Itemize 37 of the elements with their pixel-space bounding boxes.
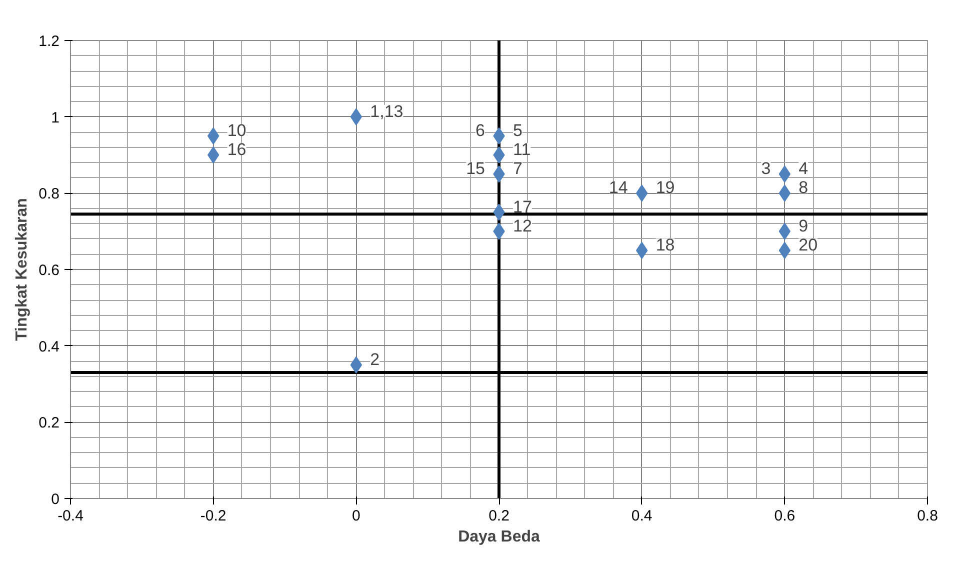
annotation: 14 bbox=[608, 178, 628, 198]
annotation: 16 bbox=[227, 140, 246, 159]
x-tick-label: 0.6 bbox=[774, 508, 796, 524]
annotation: 7 bbox=[513, 159, 522, 178]
annotation: 20 bbox=[798, 235, 818, 254]
x-tick-label: 0.8 bbox=[917, 508, 938, 524]
y-tick-label: 0.6 bbox=[38, 262, 60, 279]
annotation: 2 bbox=[370, 350, 380, 369]
x-tick-label: -0.2 bbox=[200, 508, 226, 524]
annotation: 10 bbox=[227, 120, 246, 140]
point bbox=[208, 146, 220, 164]
annotation: 4 bbox=[798, 159, 808, 178]
annotation: 17 bbox=[513, 197, 532, 216]
annotation: 11 bbox=[513, 140, 531, 159]
x-tick-label: 0 bbox=[352, 508, 360, 524]
annotation: 6 bbox=[476, 120, 486, 140]
point bbox=[493, 146, 505, 164]
annotation: 1,13 bbox=[370, 102, 404, 121]
y-tick-label: 0.4 bbox=[38, 338, 60, 356]
y-tick-label: 1 bbox=[51, 109, 60, 126]
annotation: 18 bbox=[656, 235, 675, 254]
x-axis-title: Daya Beda bbox=[458, 528, 540, 546]
annotation: 5 bbox=[513, 120, 522, 140]
annotation: 8 bbox=[798, 178, 808, 198]
annotation: 15 bbox=[466, 159, 486, 178]
annotation: 19 bbox=[656, 178, 675, 198]
y-tick-label: 0.8 bbox=[38, 186, 60, 203]
annotation: 3 bbox=[761, 159, 771, 178]
y-tick-label: 0 bbox=[51, 491, 60, 508]
x-tick-label: 0.2 bbox=[488, 508, 510, 524]
y-tick-label: 0.2 bbox=[38, 414, 60, 432]
x-tick-label: 0.4 bbox=[631, 508, 652, 524]
y-tick-label: 1.2 bbox=[38, 33, 60, 50]
annotation: 12 bbox=[513, 216, 532, 236]
annotation: 9 bbox=[798, 216, 808, 236]
x-tick-label: -0.4 bbox=[58, 508, 84, 524]
y-axis-title: Tingkat Kesukaran bbox=[14, 198, 31, 341]
